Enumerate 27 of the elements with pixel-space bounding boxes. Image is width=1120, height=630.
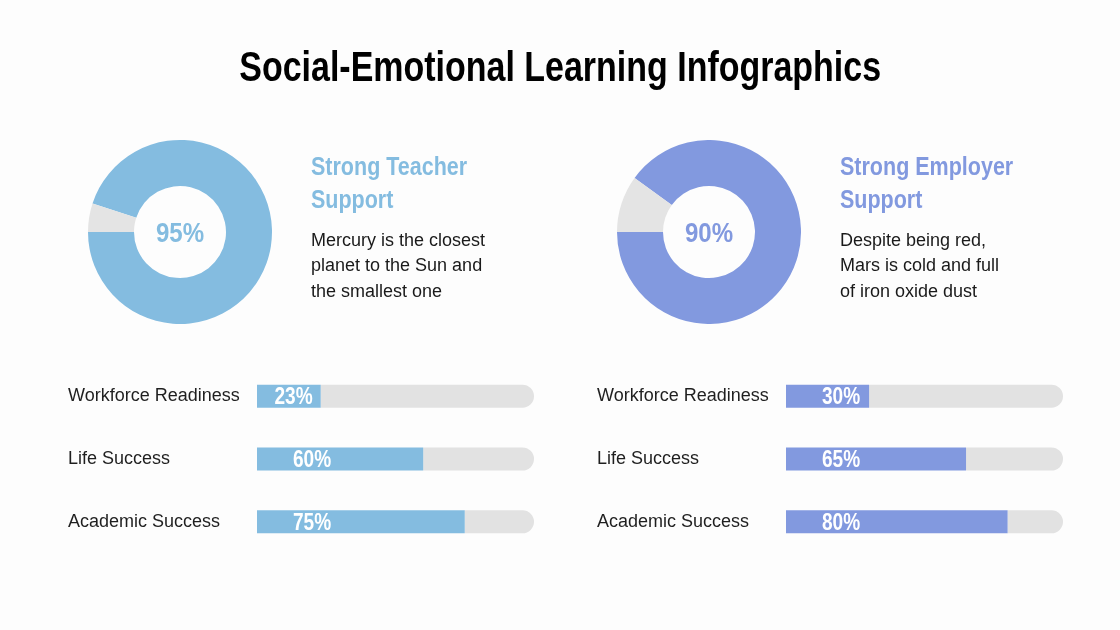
text: Mercury is the closest planet to the Sun and the smallest one xyxy=(311,229,486,303)
data-label: 95% xyxy=(155,216,205,249)
y-tick-label: Life Success xyxy=(68,447,171,468)
bar xyxy=(966,447,1063,471)
y-tick-label: Workforce Readiness xyxy=(597,385,769,406)
text: Social-Emotional Learning Infographics xyxy=(239,41,881,91)
data-label: 65% xyxy=(822,446,861,472)
bar xyxy=(320,384,534,408)
y-tick-label: Life Success xyxy=(597,447,700,468)
y-tick-label: Academic Success xyxy=(597,510,750,531)
bar xyxy=(1007,510,1063,534)
data-label: 60% xyxy=(293,446,332,472)
text: Despite being red, Mars is cold and full of iron oxide dust xyxy=(840,229,1000,303)
data-label: 30% xyxy=(822,383,861,409)
bar xyxy=(869,384,1063,408)
data-label: 80% xyxy=(822,509,861,535)
data-label: 23% xyxy=(274,383,313,409)
data-label: 75% xyxy=(293,509,332,535)
text: Strong Employer Support xyxy=(840,151,1015,215)
bar xyxy=(257,510,465,534)
y-tick-label: Workforce Readiness xyxy=(68,385,240,406)
data-label: 90% xyxy=(684,216,734,249)
y-tick-label: Academic Success xyxy=(68,510,221,531)
bar xyxy=(464,510,534,534)
bar xyxy=(423,447,534,471)
text: Strong Teacher Support xyxy=(311,151,469,215)
bar xyxy=(786,510,1008,534)
